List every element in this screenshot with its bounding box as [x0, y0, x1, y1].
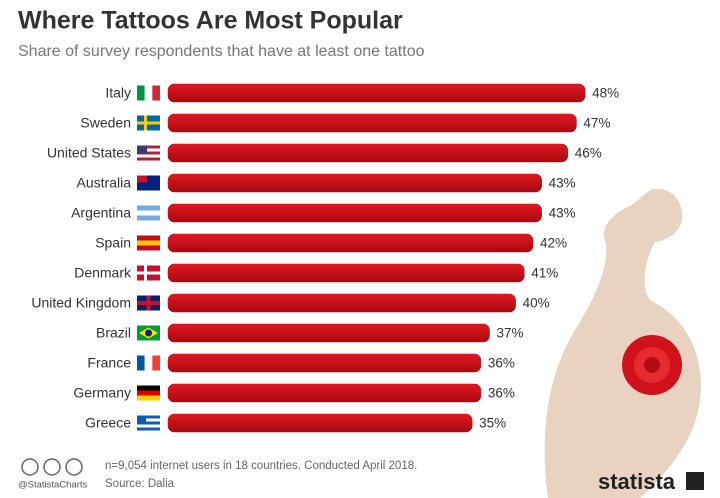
flag-part [137, 210, 160, 216]
category-label: France [87, 355, 131, 371]
bar [167, 293, 516, 313]
flag-part [137, 85, 145, 101]
value-label: 43% [549, 206, 576, 221]
source: Source: Dalia [105, 478, 175, 490]
category-label: Denmark [74, 265, 132, 281]
flag-part [137, 145, 147, 154]
flag-part [137, 385, 160, 391]
bar [167, 263, 525, 283]
chart-title: Where Tattoos Are Most Popular [18, 7, 403, 35]
flag [137, 235, 160, 251]
category-label: Australia [77, 175, 132, 191]
flag [137, 355, 160, 371]
flag-part [137, 301, 160, 305]
value-label: 42% [540, 236, 567, 251]
bar [167, 173, 542, 193]
handle: @StatistaCharts [18, 480, 88, 491]
flag-part [137, 205, 160, 211]
flag-part [137, 215, 160, 221]
value-label: 37% [497, 326, 524, 341]
flag-part [137, 235, 160, 241]
flag-part [152, 85, 160, 101]
flag-part [137, 157, 160, 161]
bar [167, 83, 586, 103]
value-label: 47% [583, 116, 610, 131]
bar [167, 383, 482, 403]
flag-part [144, 355, 153, 371]
flag [137, 325, 160, 341]
flag [137, 145, 160, 161]
flag-part [137, 121, 160, 125]
flag [137, 265, 160, 281]
cc-icons [21, 458, 83, 476]
flag-part [137, 390, 160, 396]
flag-part [137, 175, 147, 183]
flag [137, 85, 160, 101]
category-label: United Kingdom [31, 295, 131, 311]
bar [167, 143, 568, 163]
flag-part [137, 271, 160, 275]
bar [167, 113, 577, 133]
brand-mark [686, 472, 704, 490]
flag-part [137, 424, 160, 428]
value-label: 40% [523, 296, 550, 311]
flag [137, 175, 160, 191]
category-label: Sweden [80, 115, 131, 131]
flag [137, 385, 160, 401]
flag-part [137, 154, 160, 158]
bar [167, 233, 534, 253]
category-label: Greece [85, 415, 131, 431]
flag [137, 295, 160, 311]
flag-part [137, 151, 160, 155]
flag-part [137, 427, 160, 431]
category-label: Spain [95, 235, 131, 251]
category-label: Argentina [71, 205, 131, 221]
flag-part [145, 329, 152, 337]
flag-part [137, 415, 146, 425]
flag-part [137, 421, 160, 425]
value-label: 35% [479, 416, 506, 431]
flag [137, 115, 160, 131]
category-label: United States [47, 145, 131, 161]
flag-part [137, 240, 160, 246]
category-label: Italy [105, 85, 131, 101]
category-label: Germany [73, 385, 131, 401]
flag-part [137, 355, 145, 371]
bar [167, 203, 542, 223]
flag [137, 415, 160, 431]
arm-illustration [544, 188, 701, 498]
category-label: Brazil [96, 325, 131, 341]
bar [167, 323, 490, 343]
value-label: 43% [549, 176, 576, 191]
flag-part [137, 148, 160, 152]
value-label: 48% [592, 86, 619, 101]
flag-part [144, 85, 153, 101]
flag-part [152, 355, 160, 371]
flag-part [137, 395, 160, 401]
flag-part [137, 245, 160, 251]
flag-part [137, 415, 160, 419]
chart-subtitle: Share of survey respondents that have at… [18, 43, 425, 60]
flag [137, 205, 160, 221]
flag-part [137, 418, 160, 422]
flag-part [137, 145, 160, 149]
footnote: n=9,054 internet users in 18 countries. … [105, 460, 417, 472]
brand-logo: statista [598, 469, 676, 494]
value-label: 46% [575, 146, 602, 161]
bar [167, 353, 482, 373]
value-label: 36% [488, 356, 515, 371]
bar [167, 413, 473, 433]
value-label: 36% [488, 386, 515, 401]
value-label: 41% [531, 266, 558, 281]
